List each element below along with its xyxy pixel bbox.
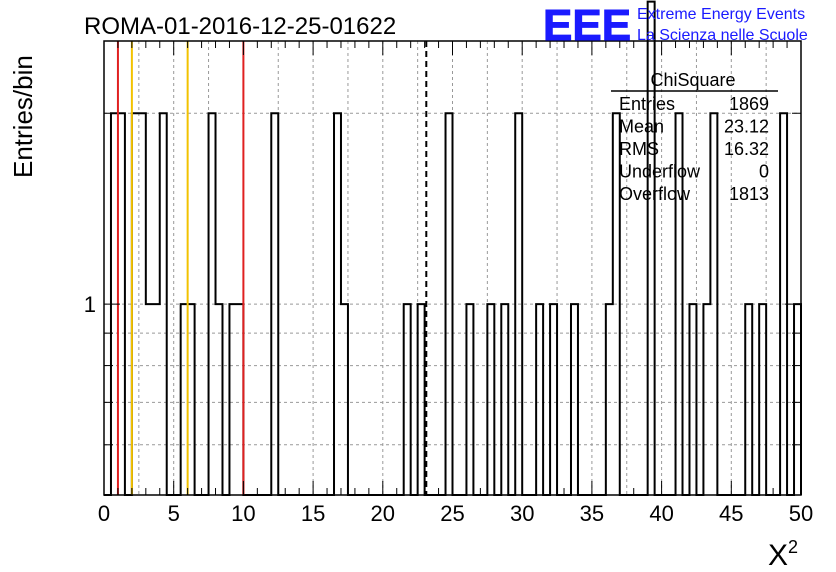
- x-tick-label: 15: [301, 501, 325, 526]
- stats-label: Entries: [619, 94, 675, 114]
- logo-line1: Extreme Energy Events: [637, 6, 805, 23]
- logo-mark: EEE: [543, 1, 631, 50]
- stats-value: 16.32: [724, 139, 769, 159]
- stats-label: RMS: [619, 139, 659, 159]
- stats-title: ChiSquare: [650, 70, 735, 90]
- axes: 0 5 10 15 20 25 30 35 40 45 50 1: [84, 40, 813, 526]
- stats-rows: Entries 1869 Mean 23.12 RMS 16.32 Underflow 0 Ov…: [619, 94, 769, 204]
- eee-logo: EEE Extreme Energy Events La Scienza nel…: [543, 1, 808, 51]
- stats-value: 1813: [729, 184, 769, 204]
- x-tick-label: 35: [580, 501, 604, 526]
- x-axis-label-base: X: [768, 539, 788, 572]
- reference-lines: [116, 41, 428, 495]
- x-tick-label: 30: [510, 501, 534, 526]
- x-tick-label: 40: [649, 501, 673, 526]
- stats-label: Underflow: [619, 162, 701, 182]
- stats-label: Overflow: [619, 184, 691, 204]
- x-tick-label: 10: [231, 501, 255, 526]
- x-tick-label: 5: [168, 501, 180, 526]
- x-tick-label: 45: [719, 501, 743, 526]
- chart-title: ROMA-01-2016-12-25-01622: [84, 13, 396, 40]
- x-tick-label: 25: [440, 501, 464, 526]
- x-tick-label: 50: [789, 501, 813, 526]
- logo-line2: La Scienza nelle Scuole: [637, 27, 808, 44]
- y-tick-label: 1: [84, 292, 96, 317]
- y-axis-label: Entries/bin: [8, 55, 38, 178]
- x-axis-label-superscript: 2: [788, 537, 798, 557]
- stats-label: Mean: [619, 117, 664, 137]
- x-tick-label: 20: [371, 501, 395, 526]
- x-axis-label: X2: [768, 537, 798, 572]
- x-tick-label: 0: [98, 501, 110, 526]
- stats-value: 0: [759, 162, 769, 182]
- stats-value: 23.12: [724, 117, 769, 137]
- stats-box: ChiSquare Entries 1869 Mean 23.12 RMS 16.32 Un…: [611, 70, 778, 204]
- stats-value: 1869: [729, 94, 769, 114]
